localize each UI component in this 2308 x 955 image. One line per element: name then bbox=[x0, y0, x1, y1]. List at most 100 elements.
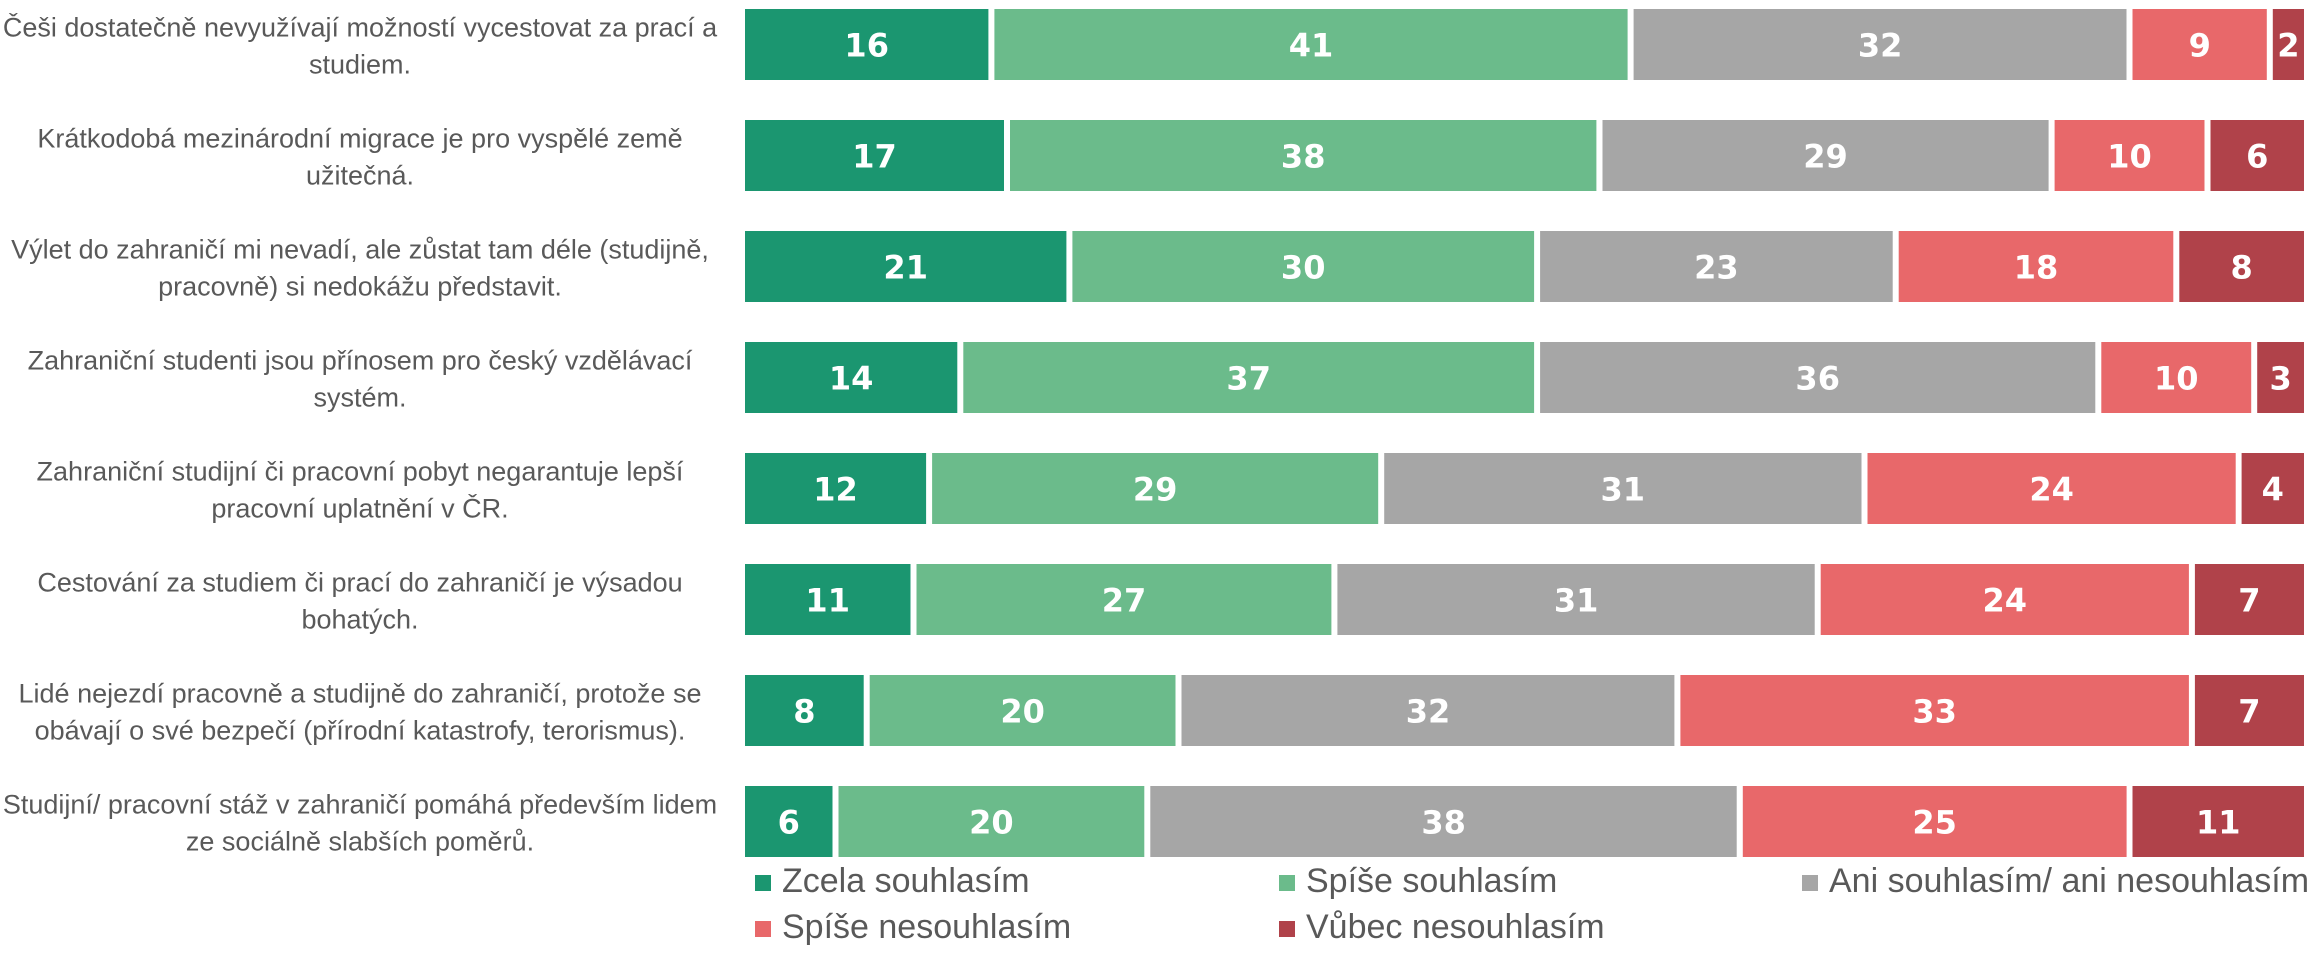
data-label: 7 bbox=[2238, 693, 2260, 731]
bar-segment bbox=[1680, 675, 2189, 746]
bar-segment bbox=[2241, 453, 2304, 524]
category-label-line: Češi dostatečně nevyužívají možností vyc… bbox=[3, 12, 718, 43]
legend-swatch bbox=[1802, 875, 1818, 891]
data-label: 10 bbox=[2154, 360, 2199, 398]
data-label: 36 bbox=[1795, 360, 1840, 398]
bar-segment bbox=[1384, 453, 1862, 524]
bar-segment bbox=[745, 120, 1004, 191]
bar-segment bbox=[2101, 342, 2252, 413]
legend-item: Spíše nesouhlasím bbox=[755, 908, 1071, 946]
bar-segment bbox=[1181, 675, 1675, 746]
data-label: 37 bbox=[1226, 360, 1271, 398]
category-label-line: systém. bbox=[313, 383, 406, 413]
data-label: 16 bbox=[844, 27, 889, 65]
category-label: Cestování za studiem či prací do zahrani… bbox=[37, 568, 682, 635]
data-label: 27 bbox=[1102, 582, 1147, 620]
category-label-line: užitečná. bbox=[306, 161, 414, 191]
legend-item: Spíše souhlasím bbox=[1279, 862, 1557, 900]
data-label: 2 bbox=[2277, 27, 2299, 65]
data-label: 29 bbox=[1133, 471, 1178, 509]
legend-swatch bbox=[1279, 875, 1295, 891]
bar-segment bbox=[2054, 120, 2205, 191]
category-label-line: bohatých. bbox=[301, 605, 418, 635]
category-label-line: pracovní uplatnění v ČR. bbox=[211, 493, 508, 524]
data-label: 12 bbox=[813, 471, 858, 509]
data-label: 3 bbox=[2269, 360, 2291, 398]
legend-swatch bbox=[1279, 921, 1295, 937]
bar-segment bbox=[2194, 564, 2304, 635]
category-labels: Češi dostatečně nevyužívají možností vyc… bbox=[3, 12, 718, 857]
data-label: 6 bbox=[2246, 138, 2268, 176]
data-label: 41 bbox=[1289, 27, 1334, 65]
legend-item: Zcela souhlasím bbox=[755, 862, 1030, 900]
legend-label: Spíše nesouhlasím bbox=[782, 908, 1071, 946]
data-label: 21 bbox=[883, 249, 928, 287]
data-label: 25 bbox=[1912, 804, 1957, 842]
data-label: 31 bbox=[1554, 582, 1599, 620]
category-label-line: Zahraniční studijní či pracovní pobyt ne… bbox=[37, 457, 684, 487]
data-label: 9 bbox=[2189, 27, 2211, 65]
bar-segment bbox=[1742, 786, 2127, 857]
legend: Zcela souhlasím Spíše souhlasím Ani souhla… bbox=[755, 862, 2308, 946]
bar-segment bbox=[2132, 9, 2267, 80]
data-label: 8 bbox=[2230, 249, 2252, 287]
category-label: Krátkodobá mezinárodní migrace je pro vy… bbox=[37, 124, 682, 191]
data-label: 11 bbox=[805, 582, 850, 620]
bar-segment bbox=[1898, 231, 2174, 302]
category-label: Lidé nejezdí pracovně a studijně do zahr… bbox=[19, 679, 702, 746]
legend-label: Zcela souhlasím bbox=[782, 862, 1030, 900]
bar-segment bbox=[2132, 786, 2304, 857]
bar-segment bbox=[745, 9, 989, 80]
category-label-line: studiem. bbox=[309, 50, 411, 80]
data-label: 11 bbox=[2196, 804, 2241, 842]
category-label: Studijní/ pracovní stáž v zahraničí pomá… bbox=[3, 790, 717, 857]
data-label: 30 bbox=[1281, 249, 1326, 287]
data-label: 24 bbox=[2029, 471, 2074, 509]
legend-item: Ani souhlasím/ ani nesouhlasím bbox=[1802, 862, 2308, 900]
legend-label: Ani souhlasím/ ani nesouhlasím bbox=[1829, 862, 2308, 900]
category-label-line: Cestování za studiem či prací do zahrani… bbox=[37, 568, 682, 598]
data-label: 10 bbox=[2107, 138, 2152, 176]
bar-segment bbox=[745, 564, 911, 635]
bar-segment bbox=[1633, 9, 2127, 80]
bar-segment bbox=[2194, 675, 2304, 746]
data-label: 31 bbox=[1601, 471, 1646, 509]
bars: 16 41 32 9 2 17 38 29 10 6 21 30 23 18 8 14 37 36 10 3 12 29 3… bbox=[745, 9, 2304, 857]
data-label: 23 bbox=[1694, 249, 1739, 287]
data-label: 20 bbox=[1000, 693, 1045, 731]
category-label-line: Lidé nejezdí pracovně a studijně do zahr… bbox=[19, 679, 702, 709]
legend-label: Vůbec nesouhlasím bbox=[1306, 908, 1605, 946]
category-label-line: Výlet do zahraničí mi nevadí, ale zůstat… bbox=[11, 235, 709, 265]
category-label: Výlet do zahraničí mi nevadí, ale zůstat… bbox=[11, 235, 709, 302]
data-label: 14 bbox=[829, 360, 874, 398]
data-label: 33 bbox=[1912, 693, 1957, 731]
data-label: 32 bbox=[1406, 693, 1451, 731]
legend-swatch bbox=[755, 921, 771, 937]
category-label: Zahraniční studijní či pracovní pobyt ne… bbox=[37, 457, 684, 524]
bar-segment bbox=[838, 786, 1145, 857]
data-label: 24 bbox=[1983, 582, 2028, 620]
data-label: 7 bbox=[2238, 582, 2260, 620]
bar-segment bbox=[994, 9, 1628, 80]
category-label-line: obávají o své bezpečí (přírodní katastro… bbox=[35, 716, 686, 746]
data-label: 29 bbox=[1803, 138, 1848, 176]
bar-segment bbox=[1540, 231, 1893, 302]
data-label: 38 bbox=[1421, 804, 1466, 842]
bar-segment bbox=[1820, 564, 2189, 635]
bar-segment bbox=[745, 453, 927, 524]
bar-segment bbox=[1540, 342, 2096, 413]
category-label: Zahraniční studenti jsou přínosem pro če… bbox=[28, 346, 693, 413]
bar-segment bbox=[745, 786, 833, 857]
category-label: Češi dostatečně nevyužívají možností vyc… bbox=[3, 12, 718, 80]
bar-segment bbox=[1010, 120, 1597, 191]
bar-segment bbox=[1072, 231, 1535, 302]
data-label: 6 bbox=[778, 804, 800, 842]
category-label-line: pracovně) si nedokážu představit. bbox=[158, 272, 562, 302]
bar-segment bbox=[2210, 120, 2304, 191]
bar-segment bbox=[2257, 342, 2304, 413]
data-label: 17 bbox=[852, 138, 897, 176]
bar-segment bbox=[2179, 231, 2304, 302]
data-label: 8 bbox=[793, 693, 815, 731]
data-label: 4 bbox=[2262, 471, 2284, 509]
